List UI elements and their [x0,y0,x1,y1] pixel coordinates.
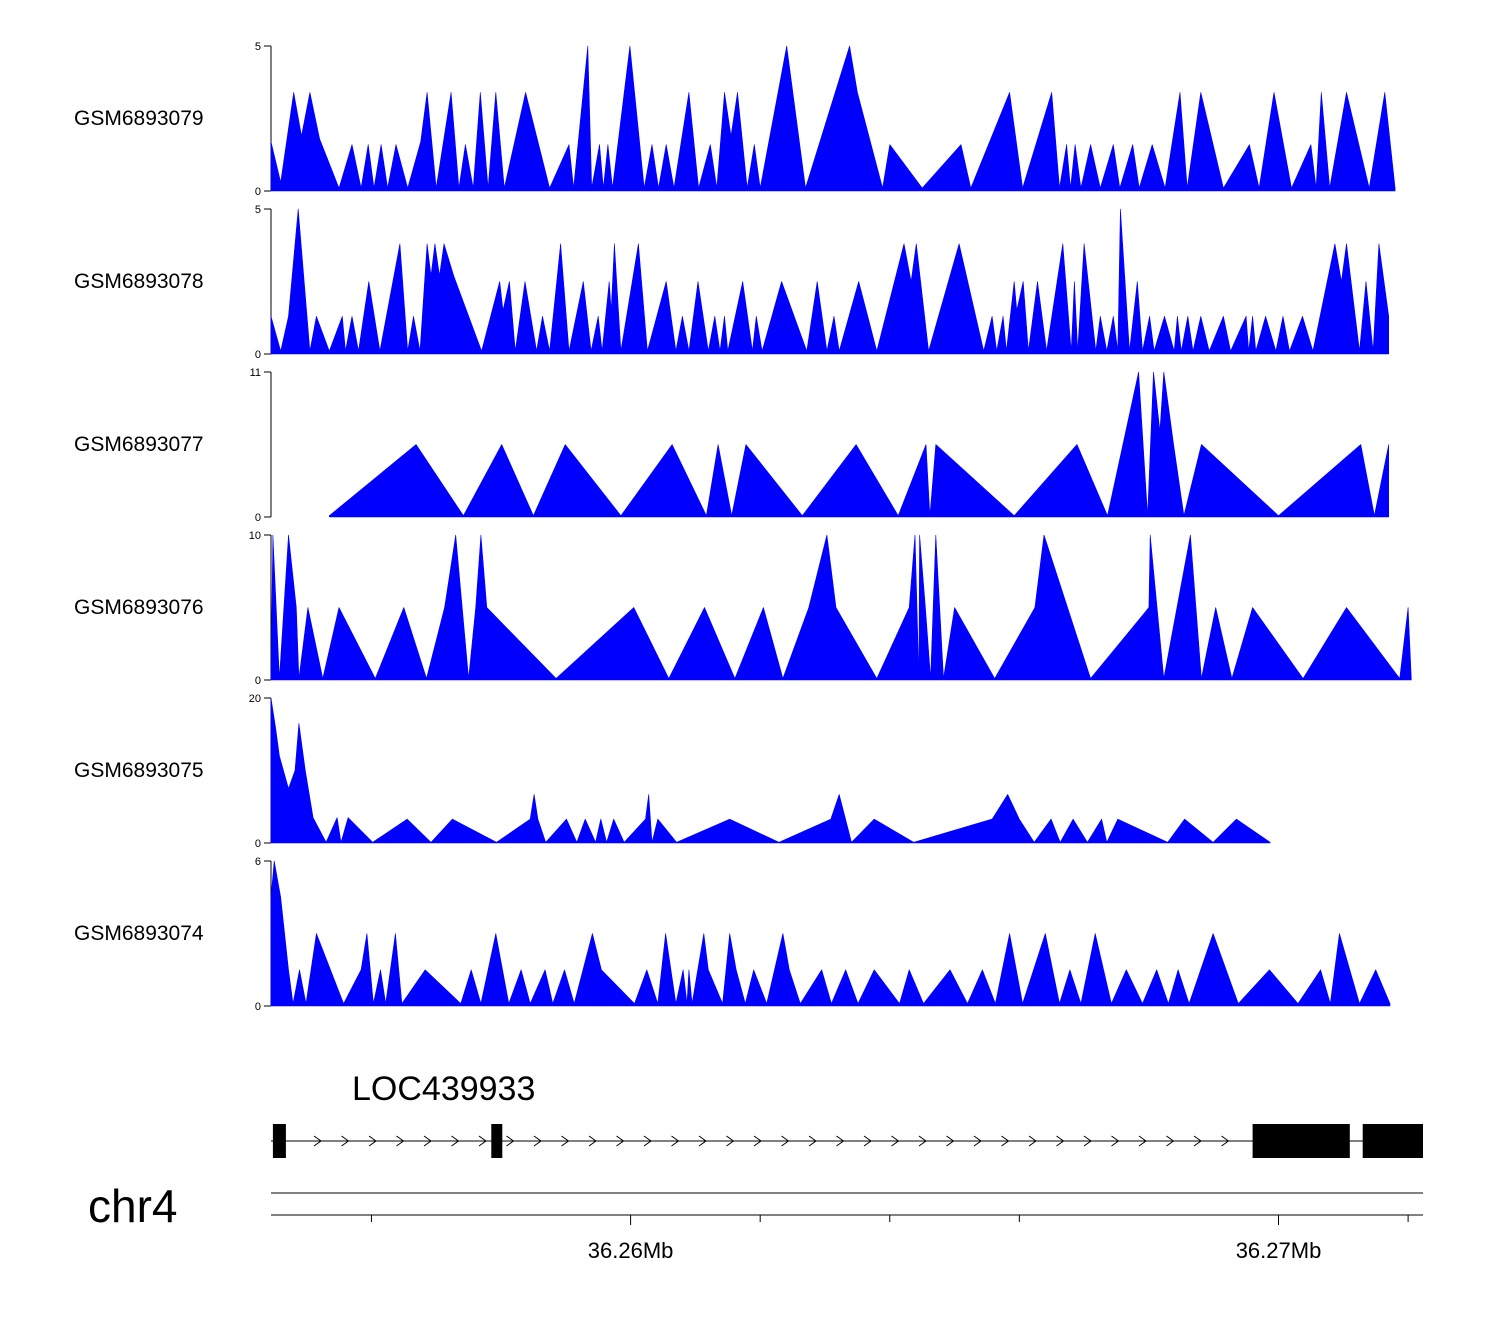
track-label: GSM6893078 [74,270,204,293]
coverage-area [270,534,1412,681]
strand-arrow [1001,1135,1010,1147]
y-tick-label-max: 11 [250,367,261,379]
coverage-area [270,697,1271,844]
strand-arrow [781,1135,790,1147]
track-GSM6893075: GSM6893075 20 0 [74,693,1271,850]
gene-exons [272,1124,1423,1158]
track-GSM6893077: GSM6893077 11 0 [74,367,1389,524]
strand-arrow [1166,1135,1175,1147]
exon [272,1124,286,1158]
strand-arrow [973,1135,982,1147]
strand-arrow [1221,1135,1230,1147]
strand-arrow [423,1135,432,1147]
y-tick-label-max: 10 [249,530,261,542]
strand-arrow [726,1135,735,1147]
y-tick-label-min: 0 [255,349,261,361]
strand-arrow [643,1135,652,1147]
strand-arrow [478,1135,487,1147]
coverage-area [270,860,1391,1007]
chromosome-label: chr4 [88,1180,177,1232]
strand-arrow [1028,1135,1037,1147]
strand-arrow [1138,1135,1147,1147]
strand-arrow [396,1135,405,1147]
y-tick-label-max: 5 [255,204,261,216]
exon [1252,1124,1350,1158]
strand-arrow [698,1135,707,1147]
track-label: GSM6893079 [74,107,204,130]
exon [1362,1124,1423,1158]
strand-arrow [753,1135,762,1147]
strand-arrow [588,1135,597,1147]
y-tick-label-min: 0 [255,186,261,198]
y-tick-label-max: 5 [255,41,261,53]
strand-arrow [1083,1135,1092,1147]
strand-arrow [1056,1135,1065,1147]
y-tick-label-min: 0 [255,838,261,850]
y-tick-label-max: 6 [255,856,261,868]
track-label: GSM6893074 [74,922,204,945]
axis-ticks: 36.26Mb 36.27Mb [370,1215,1409,1263]
track-GSM6893079: GSM6893079 5 0 [74,41,1396,198]
track-label: GSM6893077 [74,433,204,456]
strand-arrows [313,1135,1340,1147]
coverage-area [270,45,1396,192]
coverage-area [270,208,1389,355]
strand-arrow [808,1135,817,1147]
strand-arrow [616,1135,625,1147]
track-GSM6893074: GSM6893074 6 0 [74,856,1391,1013]
strand-arrow [368,1135,377,1147]
strand-arrow [863,1135,872,1147]
track-GSM6893076: GSM6893076 10 0 [74,530,1412,687]
strand-arrow [891,1135,900,1147]
y-tick-label-min: 0 [255,675,261,687]
track-label: GSM6893075 [74,759,204,782]
strand-arrow [341,1135,350,1147]
strand-arrow [836,1135,845,1147]
strand-arrow [451,1135,460,1147]
coverage-area [329,371,1389,518]
strand-arrow [1111,1135,1120,1147]
strand-arrow [561,1135,570,1147]
strand-arrow [506,1135,515,1147]
strand-arrow [533,1135,542,1147]
y-tick-label-min: 0 [255,1001,261,1013]
gene-model: LOC439933 [271,1070,1423,1158]
strand-arrow [918,1135,927,1147]
genome-axis: chr4 36.26Mb 36.27Mb [88,1180,1423,1263]
axis-tick-label: 36.26Mb [588,1238,674,1263]
strand-arrow [671,1135,680,1147]
strand-arrow [1193,1135,1202,1147]
gene-label: LOC439933 [352,1070,535,1108]
exon [491,1124,503,1158]
coverage-tracks: GSM689307950GSM689307850GSM6893077110GSM… [74,41,1412,1013]
y-tick-label-max: 20 [249,693,261,705]
track-GSM6893078: GSM6893078 5 0 [74,204,1389,361]
track-label: GSM6893076 [74,596,204,619]
strand-arrow [313,1135,322,1147]
y-tick-label-min: 0 [255,512,261,524]
strand-arrow [946,1135,955,1147]
axis-tick-label: 36.27Mb [1236,1238,1322,1263]
